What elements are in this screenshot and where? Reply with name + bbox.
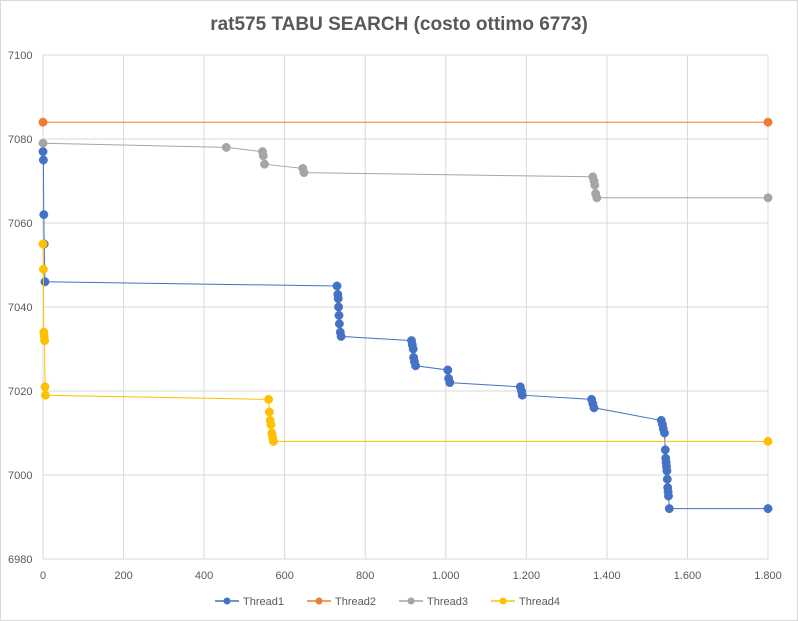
x-tick-label: 1.200 xyxy=(513,570,541,582)
legend-label: Thread1 xyxy=(243,596,284,608)
data-point xyxy=(332,281,342,291)
legend-label: Thread3 xyxy=(427,596,468,608)
x-tick-label: 1.000 xyxy=(432,570,460,582)
y-tick-label: 7100 xyxy=(8,50,32,62)
data-point xyxy=(38,147,48,157)
data-point xyxy=(268,436,278,446)
data-point xyxy=(662,466,672,476)
data-point xyxy=(260,159,269,169)
data-point xyxy=(334,319,344,329)
x-tick-label: 1.600 xyxy=(674,570,702,582)
gridlines xyxy=(42,54,769,560)
data-point xyxy=(264,394,274,404)
data-point xyxy=(38,239,48,249)
y-tick-label: 6980 xyxy=(8,554,32,566)
legend-item-thread1: Thread1 xyxy=(215,596,284,608)
data-point xyxy=(664,491,673,501)
data-point xyxy=(662,474,672,484)
x-tick-label: 0 xyxy=(40,570,46,582)
data-point xyxy=(40,390,50,400)
legend-item-thread3: Thread3 xyxy=(399,596,468,608)
legend-marker xyxy=(407,597,415,605)
series-thread3 xyxy=(38,138,773,203)
data-point xyxy=(763,436,773,446)
data-point xyxy=(590,180,600,190)
data-point xyxy=(264,407,274,417)
series-thread2 xyxy=(38,117,773,127)
data-point xyxy=(40,336,50,346)
y-tick-label: 7060 xyxy=(8,218,32,230)
data-point xyxy=(333,294,343,304)
legend-label: Thread4 xyxy=(519,596,560,608)
data-point xyxy=(38,264,48,274)
data-point xyxy=(334,310,344,320)
legend-marker xyxy=(315,597,323,605)
data-point xyxy=(266,420,276,430)
series-thread1 xyxy=(38,147,773,514)
data-point xyxy=(408,344,418,354)
data-point xyxy=(589,403,599,413)
data-point xyxy=(336,331,346,341)
x-tick-label: 1.800 xyxy=(754,570,782,582)
y-tick-label: 7000 xyxy=(8,470,32,482)
axes: 6980 7000 7020 7040 7060 7080 7100 0 200 400 600 80… xyxy=(8,50,782,582)
data-point xyxy=(411,361,421,371)
series-line xyxy=(42,243,768,442)
x-tick-label: 800 xyxy=(356,570,374,582)
data-point xyxy=(517,390,527,400)
data-point xyxy=(445,378,455,388)
data-point xyxy=(258,151,268,161)
data-point xyxy=(443,365,453,375)
data-point xyxy=(763,117,773,127)
x-tick-label: 600 xyxy=(275,570,293,582)
data-point xyxy=(38,155,48,165)
y-tick-label: 7080 xyxy=(8,134,32,146)
data-point xyxy=(660,428,669,438)
data-point xyxy=(592,193,602,203)
data-point xyxy=(40,382,50,392)
data-point xyxy=(38,138,48,148)
data-point xyxy=(299,168,309,178)
legend-item-thread2: Thread2 xyxy=(307,596,376,608)
series-thread4 xyxy=(38,239,773,446)
series-line xyxy=(42,142,768,199)
x-tick-label: 200 xyxy=(114,570,132,582)
data-point xyxy=(664,504,674,514)
data-point xyxy=(39,210,49,220)
legend-marker xyxy=(223,597,231,605)
y-tick-label: 7020 xyxy=(8,386,32,398)
legend-marker xyxy=(499,597,507,605)
x-tick-label: 1.400 xyxy=(593,570,621,582)
series-layer xyxy=(38,117,773,514)
series-line xyxy=(42,151,768,510)
data-point xyxy=(660,445,670,455)
data-point xyxy=(763,504,773,514)
legend: Thread1 Thread2 Thread3 Thread4 xyxy=(215,596,560,608)
data-point xyxy=(40,277,50,287)
chart-title: rat575 TABU SEARCH (costo ottimo 6773) xyxy=(210,14,588,35)
x-tick-label: 400 xyxy=(195,570,213,582)
legend-label: Thread2 xyxy=(335,596,376,608)
data-point xyxy=(221,142,231,152)
y-tick-label: 7040 xyxy=(8,302,32,314)
legend-item-thread4: Thread4 xyxy=(491,596,560,608)
data-point xyxy=(38,117,48,127)
data-point xyxy=(763,193,773,203)
data-point xyxy=(334,302,344,312)
